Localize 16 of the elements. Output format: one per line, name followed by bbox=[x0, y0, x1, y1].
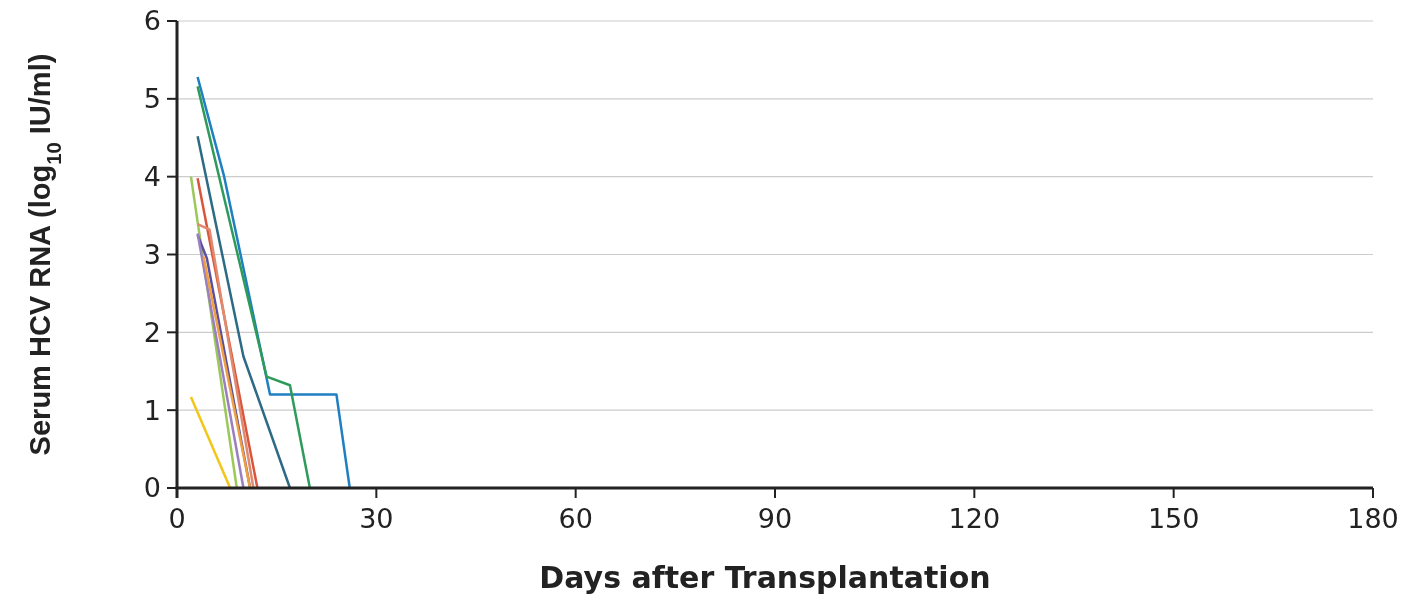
y-tick-label: 6 bbox=[143, 5, 161, 37]
y-tick-label: 1 bbox=[143, 394, 161, 426]
x-tick-label: 0 bbox=[168, 503, 186, 534]
line-series bbox=[196, 85, 312, 490]
x-tick-label: 120 bbox=[948, 503, 1001, 534]
x-tick-label: 90 bbox=[757, 503, 793, 534]
y-tick-label: 4 bbox=[143, 161, 161, 193]
x-tick-label: 60 bbox=[558, 503, 593, 534]
x-tick-label: 180 bbox=[1347, 503, 1399, 534]
x-tick-label: 30 bbox=[359, 503, 394, 534]
x-tick-label: 150 bbox=[1147, 503, 1200, 534]
x-axis-title: Days after Transplantation bbox=[539, 560, 991, 595]
y-tick-label: 5 bbox=[143, 83, 161, 115]
y-tick-label: 3 bbox=[143, 238, 161, 270]
y-tick-label: 2 bbox=[143, 316, 161, 348]
y-tick-label: 0 bbox=[143, 472, 161, 504]
